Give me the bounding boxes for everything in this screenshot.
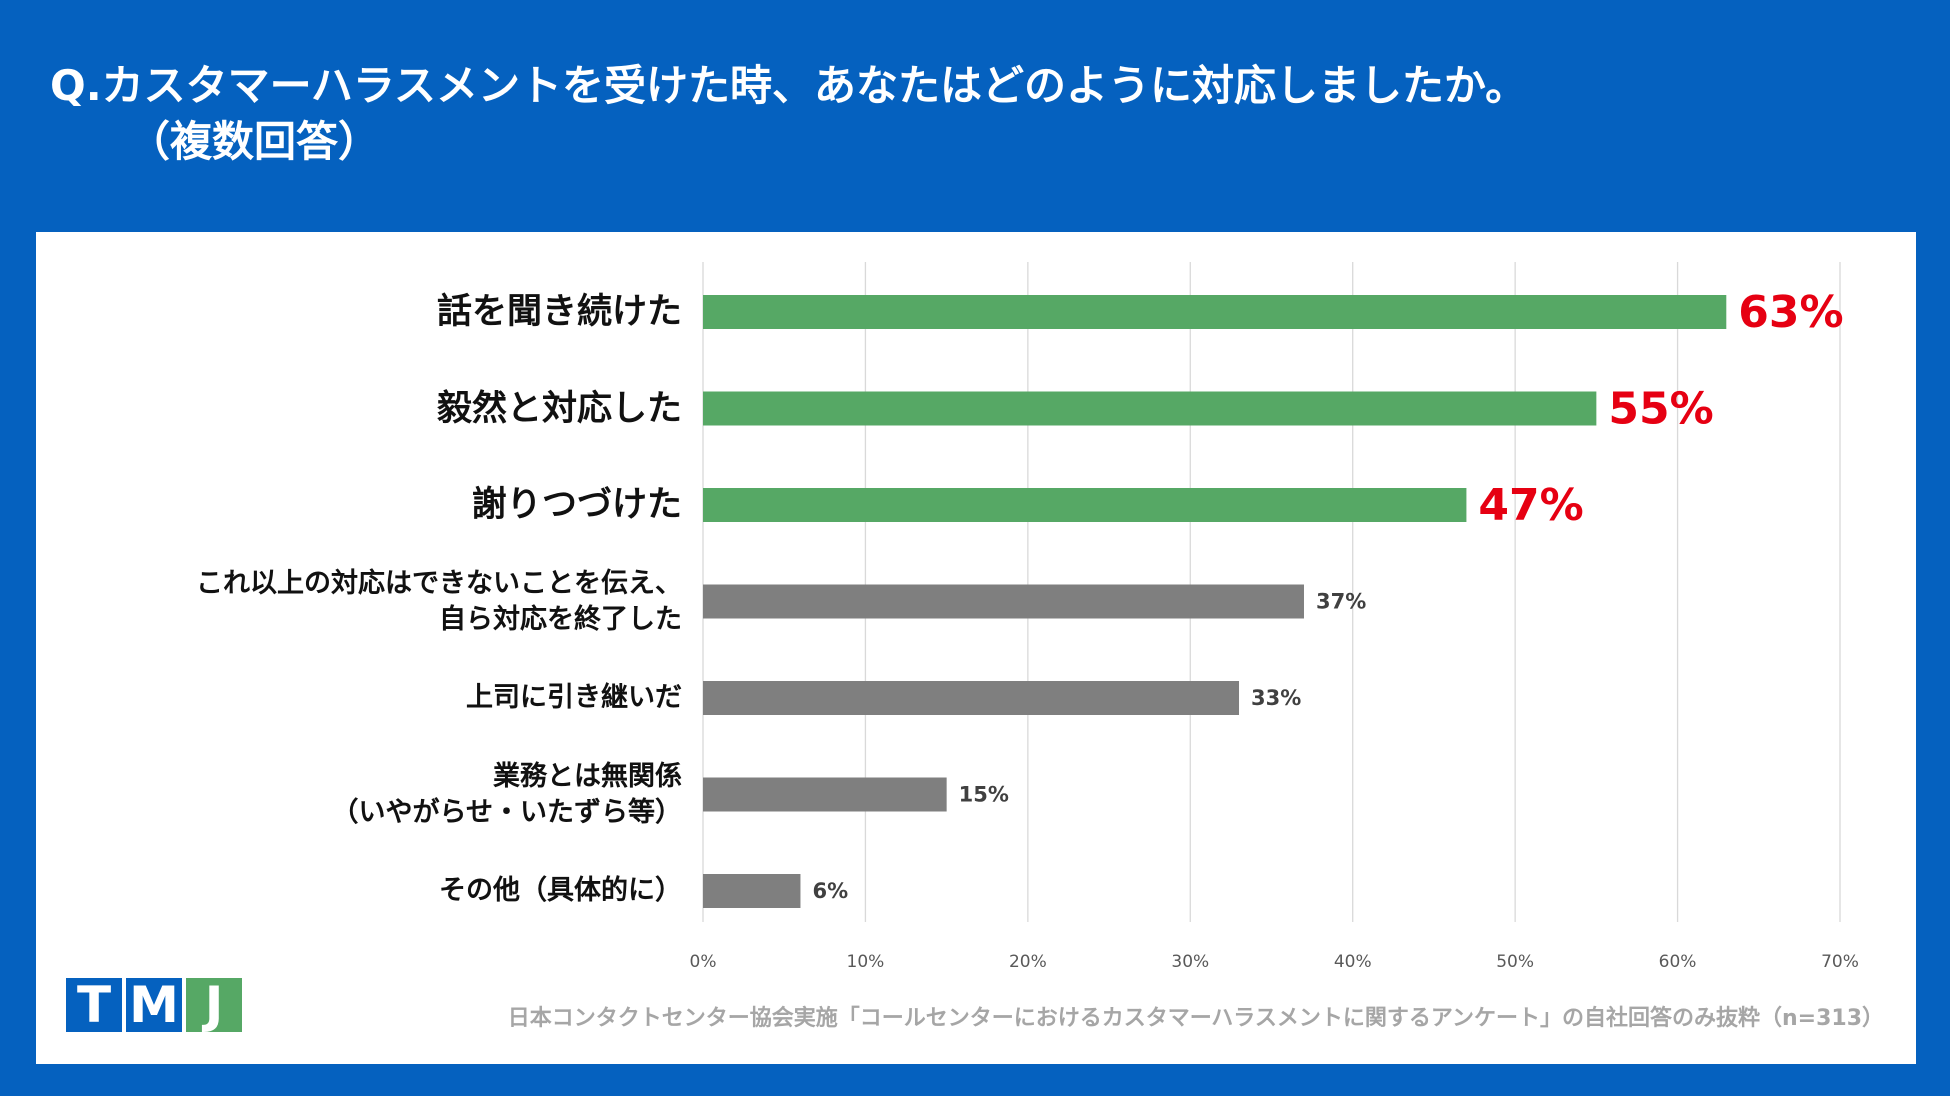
- data-label: 33%: [1251, 686, 1301, 710]
- data-label: 37%: [1316, 590, 1366, 614]
- data-label: 47%: [1478, 480, 1583, 531]
- category-label: 話を聞き続けた: [437, 290, 682, 334]
- title-line-1: Q.カスタマーハラスメントを受けた時、あなたはどのように対応しましたか。: [50, 61, 1528, 110]
- x-tick-label: 70%: [1821, 952, 1859, 972]
- chart-panel: 0% 10% 20% 30% 40% 50% 60% 70% 63% 55% 47% 37% 33% 15…: [36, 232, 1916, 1064]
- category-label-line: （いやがらせ・いたずら等）: [331, 796, 682, 828]
- tmj-logo: T M J: [66, 978, 246, 1036]
- data-label: 6%: [812, 879, 848, 903]
- category-label: 業務とは無関係 （いやがらせ・いたずら等）: [332, 759, 682, 831]
- category-label-line: 業務とは無関係: [493, 760, 682, 792]
- x-tick-label: 10%: [847, 952, 885, 972]
- bar-chart: 0% 10% 20% 30% 40% 50% 60% 70% 63% 55% 47% 37% 33% 15…: [690, 262, 1859, 972]
- title-line-2: （複数回答）: [128, 117, 381, 166]
- bar: [703, 681, 1240, 715]
- bar: [703, 295, 1727, 329]
- page-title: Q.カスタマーハラスメントを受けた時、あなたはどのように対応しましたか。 （複数…: [50, 58, 1527, 170]
- logo-letter-j: J: [186, 978, 242, 1032]
- category-label-line: 話を聞き続けた: [436, 292, 682, 332]
- category-label: 上司に引き継いだ: [466, 680, 682, 716]
- category-label-line: その他（具体的に）: [439, 875, 682, 906]
- data-label: 15%: [959, 783, 1009, 807]
- x-tick-label: 50%: [1496, 952, 1534, 972]
- bar: [703, 488, 1467, 522]
- category-label-line: 謝りつづけた: [471, 485, 682, 525]
- category-label-line: 上司に引き継いだ: [466, 682, 682, 713]
- bar: [703, 391, 1597, 426]
- bar: [703, 874, 801, 908]
- bar: [703, 584, 1304, 619]
- x-tick-label: 30%: [1171, 952, 1209, 972]
- category-label-line: 毅然と対応した: [436, 388, 682, 429]
- x-tick-label: 40%: [1334, 952, 1372, 972]
- x-tick-label: 60%: [1659, 952, 1697, 972]
- category-label: その他（具体的に）: [439, 873, 682, 909]
- x-tick-label: 20%: [1009, 952, 1047, 972]
- category-label-line: 自ら対応を終了した: [439, 603, 682, 635]
- logo-letter-m: M: [126, 978, 182, 1032]
- bar: [703, 777, 947, 812]
- category-label-line: これ以上の対応はできないことを伝え、: [196, 567, 682, 599]
- source-footnote: 日本コンタクトセンター協会実施「コールセンターにおけるカスタマーハラスメントに関…: [507, 1006, 1884, 1031]
- logo-letter-t: T: [66, 978, 122, 1032]
- category-label: 謝りつづけた: [472, 483, 682, 527]
- category-label: 毅然と対応した: [437, 387, 682, 431]
- data-label: 55%: [1608, 384, 1713, 435]
- data-label: 63%: [1738, 287, 1843, 338]
- category-label: これ以上の対応はできないことを伝え、自ら対応を終了した: [196, 566, 682, 638]
- x-tick-label: 0%: [690, 952, 717, 972]
